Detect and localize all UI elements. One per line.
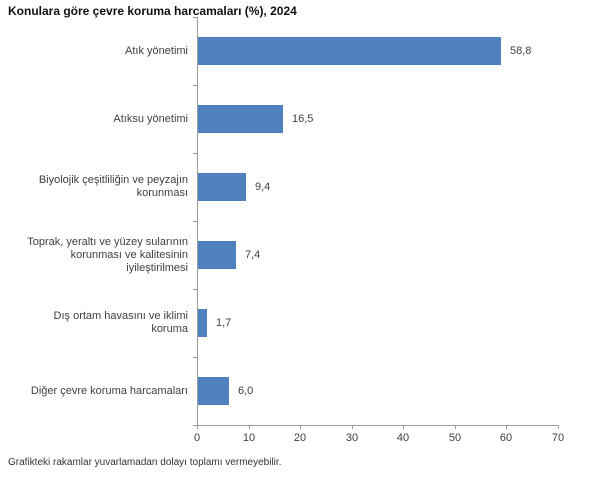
category-label-text: Atıksu yönetimi xyxy=(113,112,188,125)
category-label: Atıksu yönetimi xyxy=(0,85,188,153)
category-label: Diğer çevre koruma harcamaları xyxy=(0,357,188,425)
x-axis-tick xyxy=(558,425,559,429)
x-axis-tick-label: 70 xyxy=(551,432,565,444)
category-label: Toprak, yeraltı ve yüzey sularının korun… xyxy=(0,221,188,289)
value-label: 9,4 xyxy=(255,181,271,193)
x-axis-tick-label: 30 xyxy=(345,432,359,444)
category-label-text: Dış ortam havasını ve iklimi koruma xyxy=(53,310,188,335)
value-label: 16,5 xyxy=(292,113,314,125)
bar xyxy=(198,377,229,405)
value-label: 1,7 xyxy=(216,317,232,329)
y-axis-tick xyxy=(193,289,197,290)
bar xyxy=(198,105,283,133)
x-axis-tick xyxy=(249,425,250,429)
y-axis-tick xyxy=(193,425,197,426)
category-label-text: Toprak, yeraltı ve yüzey sularının korun… xyxy=(27,235,188,274)
bar xyxy=(198,309,207,337)
category-label: Dış ortam havasını ve iklimi koruma xyxy=(0,289,188,357)
x-axis-line xyxy=(197,425,559,426)
x-axis-tick xyxy=(506,425,507,429)
x-axis-tick xyxy=(300,425,301,429)
x-axis-tick xyxy=(197,425,198,429)
y-axis-tick xyxy=(193,357,197,358)
x-axis-tick-label: 60 xyxy=(499,432,513,444)
x-axis-tick xyxy=(403,425,404,429)
x-axis-tick xyxy=(455,425,456,429)
x-axis-tick xyxy=(352,425,353,429)
category-label: Biyolojik çeşitliliğin ve peyzajın korun… xyxy=(0,153,188,221)
x-axis-tick-label: 20 xyxy=(293,432,307,444)
category-label-text: Atık yönetimi xyxy=(125,44,188,57)
bar xyxy=(198,37,501,65)
y-axis-tick xyxy=(193,17,197,18)
value-label: 58,8 xyxy=(510,45,532,57)
x-axis-tick-label: 10 xyxy=(242,432,256,444)
y-axis-line xyxy=(197,17,198,425)
y-axis-tick xyxy=(193,221,197,222)
x-axis-tick-label: 0 xyxy=(193,432,201,444)
x-axis-tick-label: 40 xyxy=(396,432,410,444)
value-label: 7,4 xyxy=(245,249,261,261)
x-axis-tick-label: 50 xyxy=(448,432,462,444)
category-label-text: Diğer çevre koruma harcamaları xyxy=(30,384,188,397)
y-axis-tick xyxy=(193,153,197,154)
chart-footnote: Grafikteki rakamlar yuvarlamadan dolayı … xyxy=(8,457,282,468)
bar xyxy=(198,241,236,269)
chart-title: Konulara göre çevre koruma harcamaları (… xyxy=(8,4,297,18)
value-label: 6,0 xyxy=(238,385,254,397)
y-axis-tick xyxy=(193,85,197,86)
category-label-text: Biyolojik çeşitliliğin ve peyzajın korun… xyxy=(38,174,188,199)
category-label: Atık yönetimi xyxy=(0,17,188,85)
bar-chart: 0 10 20 30 40 50 60 70 Atık yönetimi 58,8 Atıksu y… xyxy=(0,17,565,444)
bar xyxy=(198,173,246,201)
